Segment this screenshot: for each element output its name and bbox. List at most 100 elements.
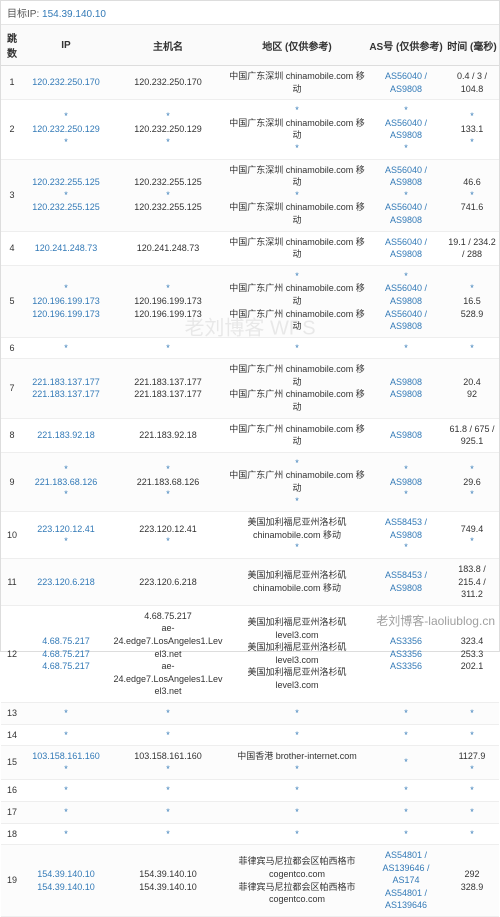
time-cell-text: 29.6	[447, 476, 497, 489]
timeout-star: *	[111, 707, 225, 720]
timeout-star: *	[111, 282, 225, 295]
ip-cell: *	[23, 801, 109, 823]
hop-cell: 1	[1, 66, 23, 100]
location-cell-text: 中国广东深圳 chinamobile.com 移动	[229, 70, 365, 95]
ip-cell-link[interactable]: 120.232.255.125	[32, 177, 100, 187]
location-cell-text: 中国广东深圳 chinamobile.com 移动	[229, 236, 365, 261]
time-cell: 183.8 / 215.4 / 311.2	[445, 559, 499, 606]
host-cell: 120.232.250.170	[109, 66, 227, 100]
as-cell: AS3356 AS3356 AS3356	[367, 605, 445, 702]
time-cell: *	[445, 823, 499, 845]
time-cell: 46.6*741.6	[445, 159, 499, 231]
timeout-star: *	[369, 270, 443, 283]
target-ip-link[interactable]: 154.39.140.10	[42, 9, 106, 20]
table-row: 19154.39.140.10154.39.140.10154.39.140.1…	[1, 845, 499, 917]
ip-cell-link[interactable]: 120.241.248.73	[35, 243, 98, 253]
timeout-star: *	[229, 495, 365, 508]
as-cell-link[interactable]: AS58453 / AS9808	[385, 517, 427, 540]
timeout-star: *	[25, 784, 107, 797]
ip-cell-link[interactable]: 223.120.12.41	[37, 524, 95, 534]
location-cell-text: 菲律宾马尼拉都会区帕西格市 cogentco.com	[229, 855, 365, 880]
as-cell-link[interactable]: AS9808	[390, 477, 422, 487]
table-row: 5*120.196.199.173120.196.199.173*120.196…	[1, 265, 499, 337]
ip-cell: 223.120.6.218	[23, 559, 109, 606]
as-cell-link[interactable]: AS3356	[390, 649, 422, 659]
as-cell-link[interactable]: AS56040 / AS9808	[385, 283, 427, 306]
host-cell: 223.120.12.41*	[109, 512, 227, 559]
ip-cell: *	[23, 702, 109, 724]
table-row: 13*****	[1, 702, 499, 724]
location-cell: 中国广东深圳 chinamobile.com 移动	[227, 231, 367, 265]
timeout-star: *	[369, 189, 443, 202]
location-cell: *	[227, 724, 367, 746]
ip-cell-link[interactable]: 4.68.75.217	[42, 649, 90, 659]
timeout-star: *	[25, 763, 107, 776]
ip-cell-link[interactable]: 221.183.137.177	[32, 377, 100, 387]
ip-cell: 154.39.140.10 154.39.140.10	[23, 845, 109, 917]
time-cell-text: 328.9	[447, 881, 497, 894]
as-cell-link[interactable]: AS54801 / AS139646	[385, 888, 427, 911]
timeout-star: *	[25, 729, 107, 742]
host-cell: 221.183.92.18	[109, 418, 227, 452]
ip-cell-link[interactable]: 103.158.161.160	[32, 751, 100, 761]
time-cell: *	[445, 801, 499, 823]
ip-cell-link[interactable]: 120.196.199.173	[32, 296, 100, 306]
as-cell: *AS9808*	[367, 452, 445, 511]
location-cell-text: 中国广东深圳 chinamobile.com 移动	[229, 201, 365, 226]
as-cell-link[interactable]: AS56040 / AS9808	[385, 309, 427, 332]
timeout-star: *	[447, 784, 497, 797]
table-row: 7221.183.137.177221.183.137.177221.183.1…	[1, 359, 499, 418]
as-cell-link[interactable]: AS56040 / AS9808	[385, 118, 427, 141]
timeout-star: *	[229, 729, 365, 742]
ip-cell: *	[23, 724, 109, 746]
as-cell-link[interactable]: AS56040 / AS9808	[385, 237, 427, 260]
timeout-star: *	[25, 806, 107, 819]
location-cell: 中国广东深圳 chinamobile.com 移动	[227, 66, 367, 100]
time-cell: 19.1 / 234.2 / 288	[445, 231, 499, 265]
as-cell: *	[367, 823, 445, 845]
ip-cell-link[interactable]: 154.39.140.10	[37, 869, 95, 879]
ip-cell-link[interactable]: 120.232.250.129	[32, 124, 100, 134]
ip-cell-link[interactable]: 4.68.75.217	[42, 661, 90, 671]
timeout-star: *	[369, 806, 443, 819]
timeout-star: *	[447, 806, 497, 819]
as-cell-link[interactable]: AS9808	[390, 377, 422, 387]
ip-cell-link[interactable]: 4.68.75.217	[42, 636, 90, 646]
ip-cell-link[interactable]: 221.183.68.126	[35, 477, 98, 487]
target-label: 目标IP:	[7, 9, 39, 20]
ip-cell-link[interactable]: 120.196.199.173	[32, 309, 100, 319]
ip-cell-link[interactable]: 120.232.250.170	[32, 77, 100, 87]
ip-cell-link[interactable]: 221.183.92.18	[37, 430, 95, 440]
time-cell-text: 46.6	[447, 176, 497, 189]
as-cell-link[interactable]: AS58453 / AS9808	[385, 570, 427, 593]
ip-cell: 223.120.12.41*	[23, 512, 109, 559]
as-cell-link[interactable]: AS9808	[390, 430, 422, 440]
as-cell-link[interactable]: AS56040 / AS9808	[385, 165, 427, 188]
time-cell-text: 292	[447, 868, 497, 881]
time-cell-text: 16.5	[447, 295, 497, 308]
as-cell-link[interactable]: AS54801 / AS139646 / AS174	[382, 850, 429, 885]
location-cell-text: 中国广东广州 chinamobile.com 移动	[229, 388, 365, 413]
ip-cell-link[interactable]: 120.232.255.125	[32, 202, 100, 212]
host-cell-text: 120.232.250.170	[111, 76, 225, 89]
time-cell-text: 19.1 / 234.2 / 288	[447, 236, 497, 261]
timeout-star: *	[447, 282, 497, 295]
ip-cell-link[interactable]: 154.39.140.10	[37, 882, 95, 892]
table-row: 14*****	[1, 724, 499, 746]
timeout-star: *	[369, 828, 443, 841]
location-cell-text: 中国广东深圳 chinamobile.com 移动	[229, 164, 365, 189]
table-row: 6*****	[1, 337, 499, 359]
as-cell-link[interactable]: AS56040 / AS9808	[385, 202, 427, 225]
as-cell: *	[367, 702, 445, 724]
timeout-star: *	[111, 729, 225, 742]
ip-cell-link[interactable]: 221.183.137.177	[32, 389, 100, 399]
timeout-star: *	[111, 806, 225, 819]
as-cell-link[interactable]: AS3356	[390, 661, 422, 671]
as-cell-link[interactable]: AS3356	[390, 636, 422, 646]
ip-cell-link[interactable]: 223.120.6.218	[37, 577, 95, 587]
timeout-star: *	[229, 707, 365, 720]
table-row: 16*****	[1, 780, 499, 802]
as-cell-link[interactable]: AS56040 / AS9808	[385, 71, 427, 94]
timeout-star: *	[25, 136, 107, 149]
as-cell-link[interactable]: AS9808	[390, 389, 422, 399]
